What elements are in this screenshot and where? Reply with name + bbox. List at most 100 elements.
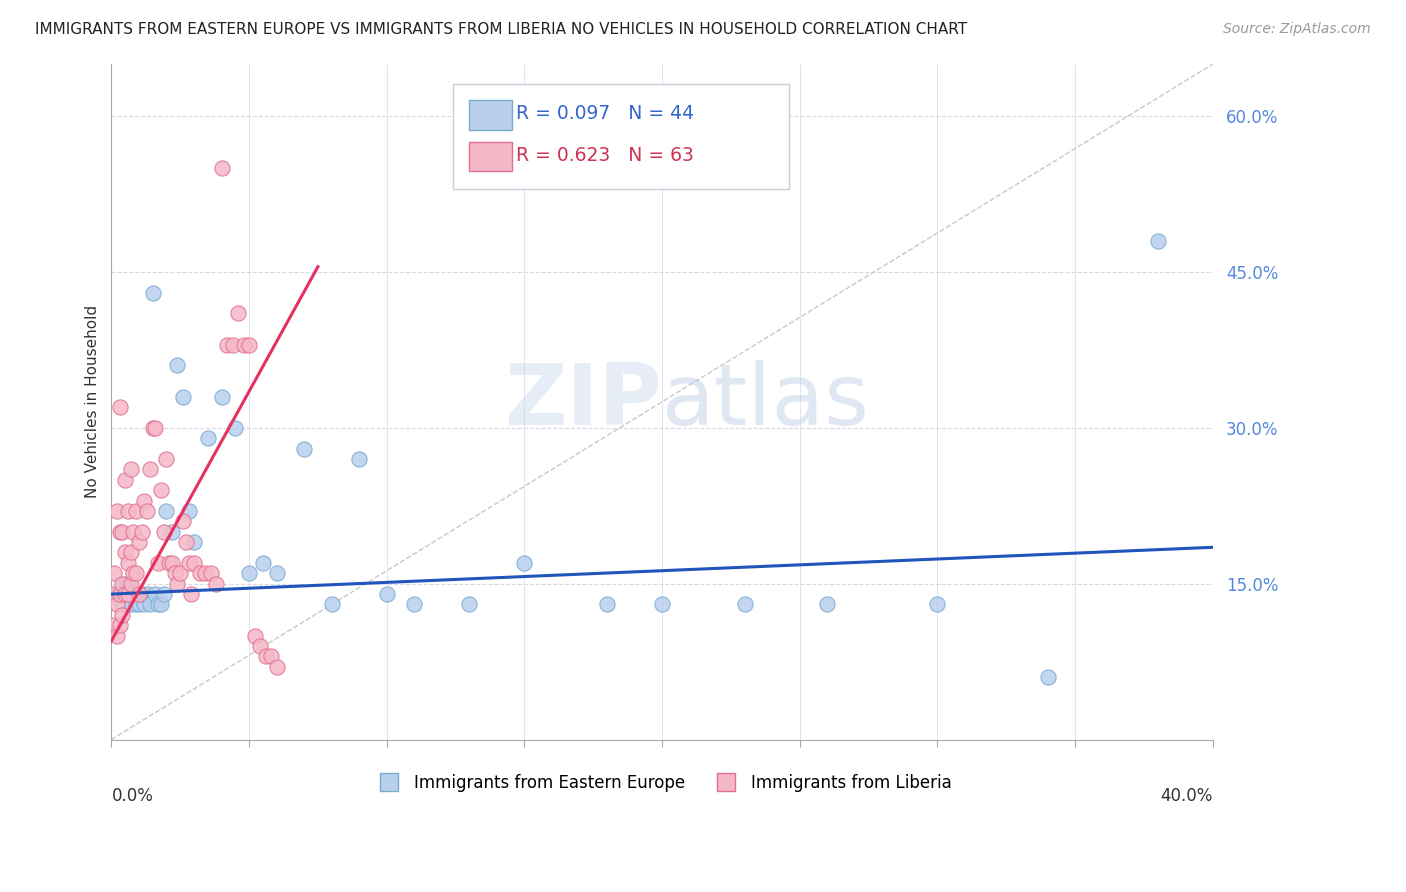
Text: 40.0%: 40.0%: [1160, 787, 1213, 805]
Point: [145, 587, 167, 601]
Point: [105, 587, 128, 601]
Point: [238, 566, 260, 581]
Point: [117, 504, 139, 518]
Point: [105, 629, 128, 643]
Point: [149, 598, 172, 612]
Point: [120, 576, 142, 591]
Point: [249, 639, 271, 653]
Point: [238, 337, 260, 351]
Point: [321, 598, 343, 612]
Point: [172, 514, 194, 528]
Point: [458, 598, 481, 612]
Point: [134, 598, 156, 612]
Point: [197, 431, 219, 445]
Point: [103, 618, 125, 632]
Point: [172, 390, 194, 404]
Point: [152, 587, 174, 601]
Point: [125, 598, 148, 612]
Text: atlas: atlas: [662, 360, 870, 443]
Point: [266, 660, 288, 674]
Point: [148, 556, 170, 570]
Point: [111, 524, 134, 539]
Point: [375, 587, 398, 601]
Text: ZIP: ZIP: [505, 360, 662, 443]
Point: [513, 556, 536, 570]
Y-axis label: No Vehicles in Household: No Vehicles in Household: [86, 305, 100, 499]
Point: [292, 442, 315, 456]
Point: [177, 504, 200, 518]
Point: [117, 587, 139, 601]
Point: [114, 576, 136, 591]
Text: IMMIGRANTS FROM EASTERN EUROPE VS IMMIGRANTS FROM LIBERIA NO VEHICLES IN HOUSEHO: IMMIGRANTS FROM EASTERN EUROPE VS IMMIGR…: [35, 22, 967, 37]
Point: [145, 421, 167, 435]
Point: [114, 545, 136, 559]
Point: [120, 545, 142, 559]
Point: [211, 161, 233, 175]
Point: [163, 566, 186, 581]
Point: [108, 524, 131, 539]
Point: [120, 462, 142, 476]
Point: [103, 566, 125, 581]
Point: [125, 504, 148, 518]
Point: [139, 462, 162, 476]
Point: [103, 587, 125, 601]
Point: [215, 337, 238, 351]
Text: Source: ZipAtlas.com: Source: ZipAtlas.com: [1223, 22, 1371, 37]
Point: [131, 587, 153, 601]
Point: [177, 556, 200, 570]
Point: [142, 285, 165, 300]
Point: [155, 504, 177, 518]
Point: [166, 359, 188, 373]
Point: [160, 556, 183, 570]
Text: R = 0.097   N = 44: R = 0.097 N = 44: [516, 103, 693, 123]
Point: [211, 390, 233, 404]
Point: [134, 493, 156, 508]
Point: [152, 524, 174, 539]
Text: 0.0%: 0.0%: [111, 787, 153, 805]
Point: [108, 618, 131, 632]
Point: [266, 566, 288, 581]
Point: [149, 483, 172, 497]
Point: [347, 452, 370, 467]
Point: [111, 576, 134, 591]
Point: [243, 629, 266, 643]
Point: [1146, 234, 1168, 248]
Point: [927, 598, 949, 612]
Point: [224, 421, 246, 435]
Point: [254, 649, 277, 664]
Point: [596, 598, 619, 612]
Point: [108, 587, 131, 601]
Point: [114, 473, 136, 487]
Point: [131, 524, 153, 539]
Point: [651, 598, 673, 612]
Point: [194, 566, 217, 581]
Point: [157, 556, 180, 570]
Point: [815, 598, 838, 612]
Point: [122, 566, 145, 581]
Point: [404, 598, 426, 612]
Point: [169, 566, 191, 581]
Point: [117, 556, 139, 570]
Point: [166, 576, 188, 591]
Point: [188, 566, 211, 581]
Point: [155, 452, 177, 467]
FancyBboxPatch shape: [453, 85, 789, 189]
Point: [117, 576, 139, 591]
Point: [111, 598, 134, 612]
Point: [226, 306, 249, 320]
Legend: Immigrants from Eastern Europe, Immigrants from Liberia: Immigrants from Eastern Europe, Immigran…: [366, 767, 959, 798]
Point: [128, 598, 150, 612]
Point: [105, 504, 128, 518]
Point: [252, 556, 274, 570]
Point: [232, 337, 254, 351]
Point: [260, 649, 283, 664]
Point: [200, 566, 222, 581]
Point: [128, 587, 150, 601]
Point: [120, 598, 142, 612]
Point: [205, 576, 228, 591]
Point: [183, 556, 205, 570]
Point: [108, 587, 131, 601]
Point: [114, 587, 136, 601]
Point: [105, 598, 128, 612]
Point: [734, 598, 756, 612]
